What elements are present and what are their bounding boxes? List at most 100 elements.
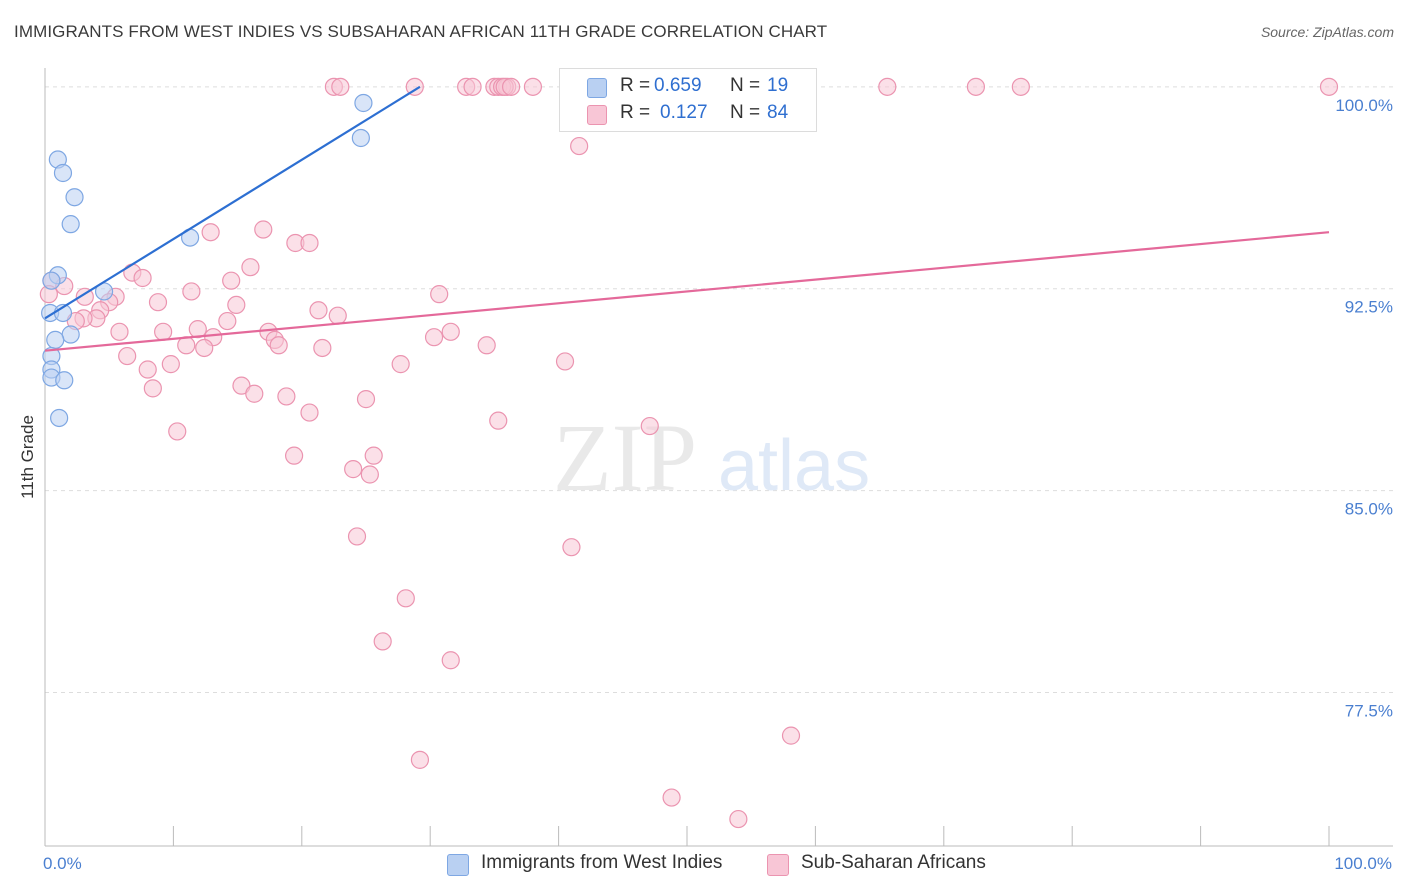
blue-data-point[interactable] <box>55 371 74 390</box>
pink-data-point[interactable] <box>313 338 332 358</box>
pink-data-point[interactable] <box>241 258 260 277</box>
pink-data-point[interactable] <box>356 390 376 409</box>
x-tick-label-min: 0.0% <box>43 854 82 873</box>
blue-data-point[interactable] <box>351 128 370 148</box>
pink-data-point[interactable] <box>133 268 152 288</box>
pink-data-point[interactable] <box>201 223 220 242</box>
pink-data-point[interactable] <box>300 403 319 422</box>
pink-data-point[interactable] <box>966 77 986 96</box>
pink-data-point[interactable] <box>463 77 482 96</box>
pink-data-point[interactable] <box>110 322 129 341</box>
pink-data-point[interactable] <box>143 379 162 398</box>
x-tick-label-max: 100.0% <box>1334 854 1392 873</box>
blue-data-point[interactable] <box>42 271 61 290</box>
pink-data-point[interactable] <box>410 750 430 769</box>
pink-data-point[interactable] <box>477 336 496 355</box>
chart-title: IMMIGRANTS FROM WEST INDIES VS SUBSAHARA… <box>14 22 828 41</box>
pink-data-point[interactable] <box>662 788 681 807</box>
pink-data-point[interactable] <box>309 301 328 320</box>
y-tick-label: 92.5% <box>1345 298 1393 317</box>
pink-data-point[interactable] <box>245 384 264 403</box>
blue-data-point[interactable] <box>65 188 84 207</box>
correlation-legend: R = 0.659 N = 19 R = 0.127 N = 84 <box>559 68 817 132</box>
blue-data-point[interactable] <box>50 408 69 428</box>
pink-data-point[interactable] <box>254 220 273 239</box>
legend-r-label: R = <box>620 75 651 96</box>
pink-data-point[interactable] <box>195 338 214 358</box>
blue-data-point[interactable] <box>53 163 73 183</box>
pink-data-point[interactable] <box>182 282 201 301</box>
pink-data-point[interactable] <box>640 416 659 436</box>
pink-data-point[interactable] <box>373 632 392 651</box>
pink-data-point[interactable] <box>360 465 379 484</box>
pink-data-point[interactable] <box>405 77 424 96</box>
pink-data-point[interactable] <box>391 355 410 374</box>
pink-data-point[interactable] <box>232 376 251 395</box>
y-tick-label: 100.0% <box>1335 96 1393 115</box>
pink-data-point[interactable] <box>277 387 296 406</box>
pink-data-point[interactable] <box>878 77 897 96</box>
source-label: Source: ZipAtlas.com <box>1260 24 1394 40</box>
blue-data-point[interactable] <box>354 93 373 113</box>
pink-trend-line <box>44 231 1330 352</box>
pink-data-point[interactable] <box>161 355 180 374</box>
pink-data-point[interactable] <box>138 360 157 379</box>
pink-data-point[interactable] <box>168 422 187 441</box>
legend-swatch-blue <box>587 78 607 98</box>
blue-series-points <box>41 93 373 428</box>
pink-data-point[interactable] <box>523 77 543 96</box>
pink-data-point[interactable] <box>177 336 196 355</box>
pink-data-point[interactable] <box>729 809 748 829</box>
pink-data-point[interactable] <box>555 352 575 371</box>
watermark-zip: ZIP <box>553 404 697 511</box>
legend-label-west-indies: Immigrants from West Indies <box>481 852 723 873</box>
legend-r-label: R = <box>620 102 651 123</box>
y-tick-label: 77.5% <box>1345 702 1393 721</box>
pink-data-point[interactable] <box>501 77 521 96</box>
legend-swatch-pink <box>767 854 789 876</box>
pink-data-point[interactable] <box>75 287 94 306</box>
axes <box>44 68 1393 847</box>
watermark: ZIP atlas <box>553 404 870 511</box>
pink-data-point[interactable] <box>441 651 460 670</box>
pink-data-point[interactable] <box>148 293 168 312</box>
pink-data-point[interactable] <box>154 322 173 341</box>
legend-r-value-pink: 0.127 <box>660 102 708 123</box>
legend-label-subsaharan: Sub-Saharan Africans <box>801 852 986 873</box>
pink-data-point[interactable] <box>118 346 137 366</box>
pink-data-point[interactable] <box>430 285 449 304</box>
blue-data-point[interactable] <box>46 330 65 349</box>
pink-data-point[interactable] <box>269 336 288 355</box>
pink-data-point[interactable] <box>1011 77 1030 96</box>
pink-data-point[interactable] <box>218 311 237 331</box>
legend-swatch-pink <box>587 105 607 125</box>
trendlines <box>44 85 1330 352</box>
legend-swatch-blue <box>447 854 469 876</box>
y-tick-label: 85.0% <box>1345 500 1393 519</box>
pink-data-point[interactable] <box>331 77 350 96</box>
pink-data-point[interactable] <box>344 460 363 479</box>
pink-data-point[interactable] <box>424 328 444 347</box>
pink-data-point[interactable] <box>284 446 304 465</box>
pink-data-point[interactable] <box>562 538 581 557</box>
blue-data-point[interactable] <box>61 325 80 344</box>
blue-data-point[interactable] <box>61 215 80 234</box>
pink-data-point[interactable] <box>328 306 347 325</box>
pink-data-point[interactable] <box>441 322 460 341</box>
pink-data-point[interactable] <box>1319 77 1339 96</box>
pink-data-point[interactable] <box>570 136 589 156</box>
legend-row-pink: R = 0.127 N = 84 <box>560 102 816 128</box>
pink-data-point[interactable] <box>364 446 383 465</box>
pink-data-point[interactable] <box>781 726 801 745</box>
pink-data-point[interactable] <box>300 233 319 253</box>
pink-data-point[interactable] <box>222 271 241 290</box>
pink-data-point[interactable] <box>347 527 367 546</box>
pink-data-point[interactable] <box>227 295 246 314</box>
pink-data-point[interactable] <box>396 589 415 608</box>
y-axis-title: 11th Grade <box>18 415 37 499</box>
legend-row-blue: R = 0.659 N = 19 <box>560 75 816 101</box>
y-tick-labels: 100.0% 92.5% 85.0% 77.5% <box>1335 96 1393 721</box>
pink-data-point[interactable] <box>489 411 508 430</box>
watermark-atlas: atlas <box>718 426 870 506</box>
